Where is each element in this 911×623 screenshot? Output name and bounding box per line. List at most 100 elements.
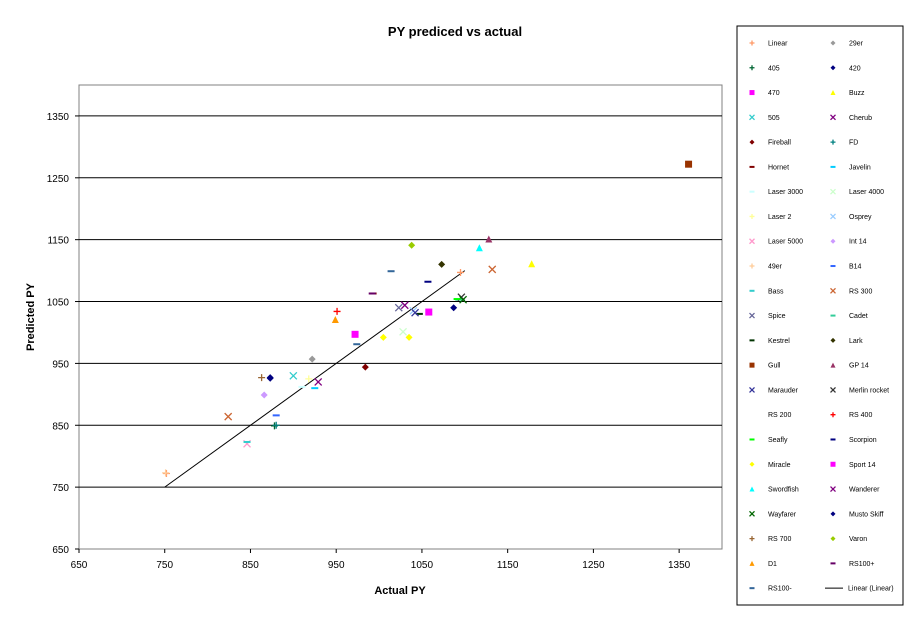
y-tick-label: 1350 bbox=[47, 112, 70, 123]
x-tick-label: 750 bbox=[156, 560, 173, 571]
x-tick-label: 1150 bbox=[497, 560, 519, 571]
legend-label: Laser 3000 bbox=[768, 189, 803, 196]
legend-swatch bbox=[749, 362, 755, 368]
legend-label: Osprey bbox=[849, 214, 872, 221]
legend-label: RS 400 bbox=[849, 412, 872, 419]
legend-swatch bbox=[830, 165, 836, 168]
legend-swatch bbox=[749, 213, 755, 219]
y-tick-label: 750 bbox=[52, 483, 69, 494]
legend-label: Buzz bbox=[849, 90, 865, 97]
legend-label: Merlin rocket bbox=[849, 387, 889, 394]
y-tick-label: 1050 bbox=[47, 298, 70, 309]
legend-label: Bass bbox=[768, 288, 784, 295]
x-tick-label: 1250 bbox=[582, 560, 605, 571]
legend-label: RS100+ bbox=[849, 561, 875, 568]
legend-box bbox=[736, 25, 904, 606]
legend-swatch bbox=[749, 263, 755, 269]
data-point bbox=[272, 414, 280, 417]
data-point bbox=[305, 375, 313, 383]
legend-label: Swordfish bbox=[768, 487, 799, 494]
data-point bbox=[424, 280, 432, 283]
data-point bbox=[258, 374, 266, 382]
legend-label: Laser 4000 bbox=[849, 189, 884, 196]
data-point bbox=[361, 363, 369, 371]
data-point bbox=[353, 343, 361, 346]
data-point bbox=[475, 244, 483, 252]
data-point bbox=[415, 312, 423, 315]
legend-label: Wayfarer bbox=[768, 511, 797, 518]
data-point bbox=[351, 330, 359, 338]
data-point bbox=[400, 301, 409, 310]
legend-label: Scorpion bbox=[849, 437, 877, 444]
legend-label: B14 bbox=[849, 264, 862, 271]
legend-label: FD bbox=[849, 140, 858, 147]
legend-label: RS 200 bbox=[768, 412, 791, 419]
y-axis-ticks: 650 750 850 950 1050 1150 1250 1350 bbox=[47, 112, 79, 556]
legend-swatch bbox=[830, 114, 836, 121]
data-point bbox=[243, 440, 251, 443]
legend-swatch bbox=[749, 461, 755, 467]
data-point bbox=[408, 241, 416, 249]
data-point bbox=[387, 270, 395, 273]
legend-label: Miracle bbox=[768, 462, 791, 469]
x-tick-label: 950 bbox=[328, 560, 345, 571]
legend-swatch bbox=[830, 90, 836, 96]
legend-swatch bbox=[749, 238, 755, 245]
y-tick-label: 950 bbox=[52, 359, 69, 370]
legend-swatch bbox=[749, 560, 755, 566]
legend-swatch bbox=[830, 287, 836, 294]
data-point bbox=[272, 421, 280, 429]
data-point bbox=[379, 333, 387, 341]
legend-swatch bbox=[749, 165, 755, 168]
legend-swatch bbox=[749, 486, 755, 492]
data-point bbox=[457, 268, 465, 276]
legend-label: Varon bbox=[849, 536, 867, 543]
data-point bbox=[314, 378, 323, 386]
legend-label: Laser 2 bbox=[768, 214, 791, 221]
legend-label: Javelin bbox=[849, 164, 871, 171]
legend-swatch bbox=[830, 337, 836, 343]
data-point bbox=[411, 308, 420, 317]
legend-swatch bbox=[749, 312, 755, 319]
legend-swatch bbox=[830, 139, 836, 145]
data-point bbox=[453, 298, 461, 301]
legend-label: Musto Skiff bbox=[849, 511, 884, 518]
data-point bbox=[485, 235, 493, 243]
legend-swatch bbox=[830, 486, 836, 492]
legend-swatch bbox=[830, 213, 836, 220]
legend-swatch bbox=[749, 587, 755, 590]
data-points bbox=[162, 160, 693, 478]
x-axis-title: Actual PY bbox=[374, 585, 426, 597]
y-tick-label: 850 bbox=[52, 421, 69, 432]
legend-swatch bbox=[830, 362, 836, 368]
legend-label: RS 700 bbox=[768, 536, 791, 543]
legend-swatch bbox=[749, 65, 755, 71]
chart-title: PY prediced vs actual bbox=[388, 24, 522, 39]
legend-label: Seafly bbox=[768, 437, 788, 444]
legend-label: GP 14 bbox=[849, 363, 869, 370]
legend-swatch bbox=[749, 139, 755, 145]
data-point bbox=[224, 412, 233, 421]
legend-label: Fireball bbox=[768, 140, 791, 147]
legend-label: Spice bbox=[768, 313, 786, 320]
legend-swatch bbox=[749, 536, 755, 542]
legend-label: Linear bbox=[768, 41, 788, 48]
legend-swatch bbox=[749, 90, 755, 96]
data-point bbox=[450, 304, 458, 312]
legend-swatch bbox=[749, 339, 755, 342]
data-point bbox=[308, 355, 316, 363]
legend-swatch bbox=[749, 438, 755, 441]
data-point bbox=[311, 387, 319, 390]
x-axis-ticks: 650 750 850 950 1050 1150 1250 1350 bbox=[71, 549, 691, 571]
x-tick-label: 850 bbox=[242, 560, 259, 571]
legend-label: Marauder bbox=[768, 387, 799, 394]
data-point bbox=[399, 327, 408, 336]
data-point bbox=[394, 303, 403, 312]
legend-swatch bbox=[830, 386, 836, 393]
data-point bbox=[368, 292, 376, 295]
data-point bbox=[488, 265, 497, 274]
data-point bbox=[425, 308, 433, 316]
legend-swatch bbox=[749, 289, 755, 292]
legend: Linear 29er 405 420 470 Buzz 505 Cherub Fireball… bbox=[749, 40, 894, 593]
